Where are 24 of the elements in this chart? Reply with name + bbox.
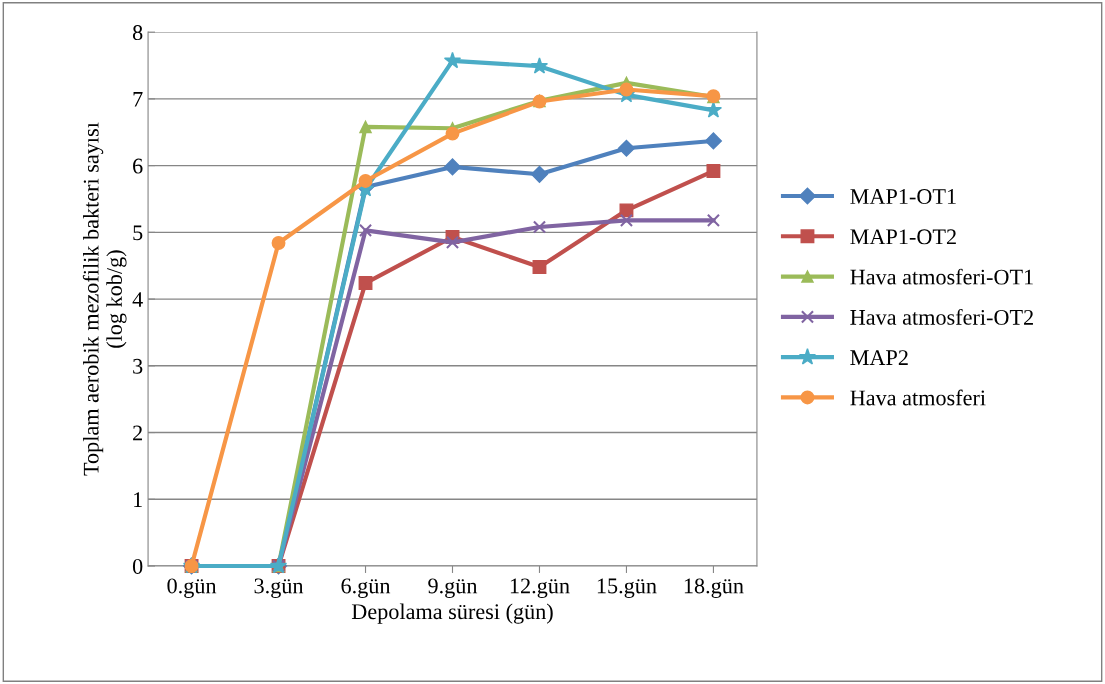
y-tick-label: 5 [133,225,143,241]
legend-label: MAP2 [850,350,908,365]
y-tick-label: 6 [133,158,143,174]
legend-label: Hava atmosferi-OT1 [850,268,1033,285]
x-tick-label: 15.gün [597,578,657,598]
y-axis-title: Toplam aerobik mezofilik bakteri sayısı (log kob/g) [82,122,127,476]
legend-label: MAP1-OT1 [850,189,956,204]
y-tick-label: 8 [132,25,143,41]
x-tick-label: 18.gün [684,578,744,598]
x-tick-label: 9.gün [428,578,478,598]
y-tick-label: 4 [132,292,143,307]
x-tick-label: 0.gün [167,578,217,598]
legend-label: Hava atmosferi-OT2 [850,308,1033,325]
x-tick-label: 6.gün [341,578,391,598]
legend-label: MAP1-OT2 [850,229,956,245]
y-tick-label: 3 [133,358,143,374]
y-tick-label: 2 [133,425,142,441]
y-tick-label: 1 [134,492,142,507]
legend-label: Hava atmosferi [850,389,986,406]
y-tick-label: 7 [133,92,143,107]
x-tick-label: 3.gün [254,578,304,598]
y-tick-label: 0 [132,558,143,574]
x-axis-title: Depolama süresi (gün) [351,603,553,624]
x-tick-label: 12.gün [510,578,570,598]
